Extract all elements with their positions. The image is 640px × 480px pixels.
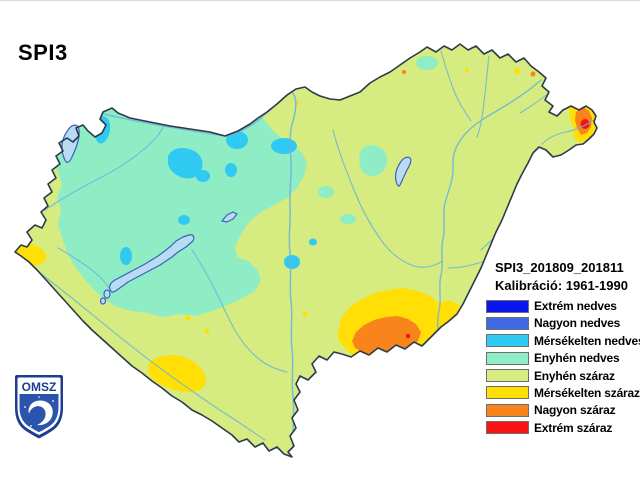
- logo-spark: [52, 400, 54, 402]
- region-mersekelten-nedves-patch: [178, 215, 190, 225]
- logo-text: OMSZ: [22, 380, 57, 394]
- region-nagyon-szaraz-dot: [530, 71, 536, 77]
- region-mersekelten-szaraz-dot: [302, 311, 308, 317]
- region-nagyon-szaraz-dot: [402, 70, 406, 74]
- river-szamos: [541, 119, 595, 145]
- legend-label: Mérsékelten nedves: [534, 333, 640, 348]
- region-mersekelten-nedves-patch: [168, 148, 203, 179]
- legend-items: Extrém nedves Nagyon nedves Mérsékelten …: [486, 299, 640, 435]
- legend-item: Mérsékelten száraz: [486, 385, 640, 400]
- region-mersekelten-szaraz-south: [147, 355, 206, 393]
- legend-item: Extrém száraz: [486, 420, 640, 435]
- legend-label: Enyhén száraz: [534, 368, 615, 383]
- page-title: SPI3: [18, 40, 68, 65]
- river-hernad: [476, 55, 490, 138]
- legend-label: Nagyon száraz: [534, 403, 616, 418]
- top-divider: [0, 0, 640, 1]
- legend-label: Nagyon nedves: [534, 316, 621, 331]
- legend-label: Extrém száraz: [534, 420, 613, 435]
- river-raba: [44, 117, 168, 211]
- legend-item: Enyhén nedves: [486, 351, 640, 366]
- river-zala: [57, 247, 111, 291]
- river-sio: [191, 249, 288, 373]
- legend-item: Extrém nedves: [486, 299, 640, 313]
- legend-swatch: [486, 403, 529, 417]
- legend-item: Nagyon száraz: [486, 403, 640, 418]
- legend-swatch: [486, 334, 529, 348]
- omsz-logo: OMSZ: [15, 375, 63, 439]
- legend-title: SPI3_201809_201811: [495, 260, 624, 275]
- logo-top-band: [19, 380, 59, 394]
- hungary-border: [14, 43, 598, 458]
- region-mersekelten-szaraz-dot: [204, 328, 210, 334]
- logo-spark: [38, 396, 40, 398]
- region-mersekelten-szaraz-dot: [514, 68, 520, 74]
- legend-swatch: [486, 386, 529, 400]
- lake-kis-balaton: [99, 297, 107, 305]
- legend-label: Enyhén nedves: [534, 351, 620, 366]
- lake-velence: [221, 211, 238, 223]
- lakes: [99, 156, 412, 305]
- region-mersekelten-nedves-patch: [577, 99, 585, 105]
- lake-ferto: [61, 124, 80, 163]
- river-zagyva: [332, 129, 442, 268]
- region-mersekelten-nedves-patch: [120, 247, 132, 265]
- region-mersekelten-nedves-patch: [284, 255, 300, 269]
- river-tisza: [435, 79, 542, 344]
- lake-tisza: [394, 156, 412, 187]
- logo-spark: [24, 406, 26, 408]
- river-danube: [95, 91, 297, 450]
- legend-item: Enyhén száraz: [486, 368, 640, 383]
- legend-label: Extrém nedves: [534, 299, 617, 313]
- logo-spark: [30, 425, 32, 427]
- legend-swatch: [486, 421, 529, 435]
- legend-item: Nagyon nedves: [486, 316, 640, 331]
- legend: SPI3_201809_201811 Kalibráció: 1961-1990…: [486, 261, 640, 439]
- logo-wave-swirl: [28, 400, 53, 426]
- legend-label: Mérsékelten száraz: [534, 385, 640, 400]
- logo-spark: [46, 428, 48, 430]
- region-mersekelten-szaraz-dot: [465, 68, 469, 72]
- legend-item: Mérsékelten nedves: [486, 333, 640, 348]
- legend-subtitle: Kalibráció: 1961-1990: [495, 278, 628, 293]
- legend-swatch: [486, 369, 529, 383]
- region-enyhen-nedves-blob: [359, 145, 388, 176]
- region-mersekelten-nedves-patch: [196, 170, 210, 182]
- region-mersekelten-nedves-patch: [226, 131, 248, 149]
- legend-swatch: [486, 316, 529, 330]
- region-mersekelten-nedves-patch: [225, 163, 237, 177]
- river-bodrog: [519, 92, 550, 114]
- map-regions: [15, 50, 597, 450]
- river-drava: [27, 263, 266, 441]
- region-enyhen-nedves-blob: [416, 56, 438, 70]
- region-enyhen-nedves-blob: [318, 186, 334, 198]
- region-nagyon-szaraz-southcentral: [352, 316, 421, 355]
- region-mersekelten-szaraz-dot: [185, 315, 191, 321]
- legend-swatch: [486, 299, 529, 313]
- lake-balaton: [109, 234, 195, 293]
- region-mersekelten-nedves-patch: [271, 138, 297, 154]
- river-sajo: [440, 50, 472, 122]
- lake-kis-balaton: [103, 289, 111, 299]
- region-enyhen-nedves-northwest: [46, 95, 307, 317]
- region-enyhen-nedves-blob: [340, 214, 356, 224]
- legend-swatch: [486, 351, 529, 365]
- region-extrem-szaraz-dot: [405, 333, 411, 339]
- region-mersekelten-nedves-patch: [309, 238, 317, 246]
